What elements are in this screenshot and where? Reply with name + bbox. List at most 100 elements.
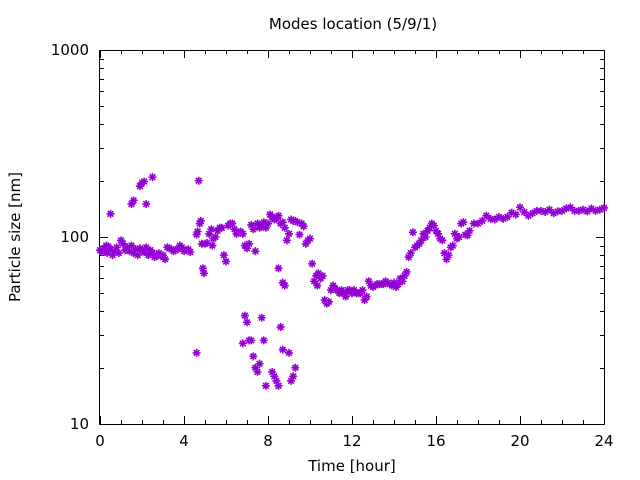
data-point xyxy=(570,206,579,215)
data-point xyxy=(339,289,348,298)
data-point xyxy=(251,363,260,372)
data-point xyxy=(264,219,272,228)
y-tick-label: 10 xyxy=(70,415,89,433)
data-point xyxy=(193,227,202,236)
data-point xyxy=(503,212,512,221)
data-point xyxy=(295,230,304,239)
data-point xyxy=(450,229,459,238)
data-point xyxy=(520,208,529,217)
data-point xyxy=(272,376,281,385)
data-point xyxy=(201,239,209,248)
data-point xyxy=(169,247,178,256)
data-point xyxy=(247,336,256,345)
data-point xyxy=(289,372,298,381)
data-point xyxy=(106,209,115,218)
data-point xyxy=(270,372,279,381)
data-point xyxy=(511,210,520,219)
data-point xyxy=(394,280,403,289)
data-point xyxy=(198,264,207,273)
data-point xyxy=(238,339,247,348)
data-point xyxy=(360,296,369,305)
data-point xyxy=(129,196,138,205)
data-point xyxy=(247,220,256,229)
data-point xyxy=(478,216,487,225)
data-point xyxy=(117,236,125,245)
data-point xyxy=(114,249,123,258)
data-point xyxy=(203,238,212,247)
data-point xyxy=(406,249,415,258)
data-point xyxy=(274,381,283,390)
data-point xyxy=(259,218,268,227)
data-point xyxy=(196,216,205,225)
data-point xyxy=(165,244,174,253)
data-point xyxy=(482,211,491,220)
x-tick-label: 4 xyxy=(179,432,189,450)
data-point xyxy=(364,277,373,286)
x-tick-label: 0 xyxy=(95,432,105,450)
data-point xyxy=(516,203,524,212)
data-point xyxy=(285,348,293,357)
data-point xyxy=(293,218,302,227)
data-point xyxy=(257,313,266,322)
data-point xyxy=(398,277,407,286)
data-point xyxy=(131,245,140,254)
data-point xyxy=(591,206,600,215)
data-point xyxy=(199,269,208,278)
data-point xyxy=(320,296,329,305)
data-point xyxy=(123,243,132,252)
data-point xyxy=(444,251,453,260)
data-point xyxy=(142,200,151,209)
data-point xyxy=(285,229,293,238)
data-point xyxy=(228,219,237,228)
data-point xyxy=(415,239,424,248)
data-point xyxy=(110,247,119,256)
data-point xyxy=(245,239,254,248)
y-tick-label: 1000 xyxy=(51,41,89,59)
data-point xyxy=(442,255,451,264)
data-point xyxy=(408,228,417,237)
data-point xyxy=(507,208,516,217)
data-point xyxy=(301,239,310,248)
data-point xyxy=(243,244,251,253)
data-point xyxy=(195,219,204,228)
data-point xyxy=(595,205,604,214)
data-point xyxy=(362,292,371,301)
data-point xyxy=(421,233,430,241)
data-point xyxy=(253,367,262,376)
y-axis-label: Particle size [nm] xyxy=(6,172,24,302)
data-point xyxy=(324,297,333,306)
data-point xyxy=(558,206,566,215)
data-point xyxy=(257,222,266,231)
data-point xyxy=(579,205,587,214)
data-point xyxy=(135,182,144,191)
y-tick-label: 100 xyxy=(60,228,89,246)
chart-title: Modes location (5/9/1) xyxy=(269,15,437,33)
data-point xyxy=(499,214,508,223)
data-point xyxy=(583,207,592,216)
data-point xyxy=(173,245,182,254)
data-point xyxy=(133,251,142,260)
data-point xyxy=(574,206,583,215)
data-point xyxy=(102,241,111,250)
data-point xyxy=(404,253,413,262)
data-point xyxy=(161,255,170,264)
data-point xyxy=(192,230,201,239)
data-point xyxy=(129,249,138,258)
data-point xyxy=(251,247,260,256)
data-point xyxy=(142,243,151,252)
plot-frame xyxy=(99,50,605,425)
data-point xyxy=(400,271,409,280)
data-point xyxy=(159,251,167,260)
data-point xyxy=(465,226,474,235)
data-point xyxy=(253,219,262,228)
data-point xyxy=(125,247,134,256)
data-point xyxy=(318,271,327,280)
data-point xyxy=(474,219,482,228)
data-point xyxy=(261,223,270,232)
data-point xyxy=(587,204,596,213)
x-tick-label: 16 xyxy=(426,432,445,450)
data-point xyxy=(103,249,112,258)
data-point xyxy=(299,222,308,231)
data-point xyxy=(425,223,434,232)
data-point xyxy=(177,243,186,252)
